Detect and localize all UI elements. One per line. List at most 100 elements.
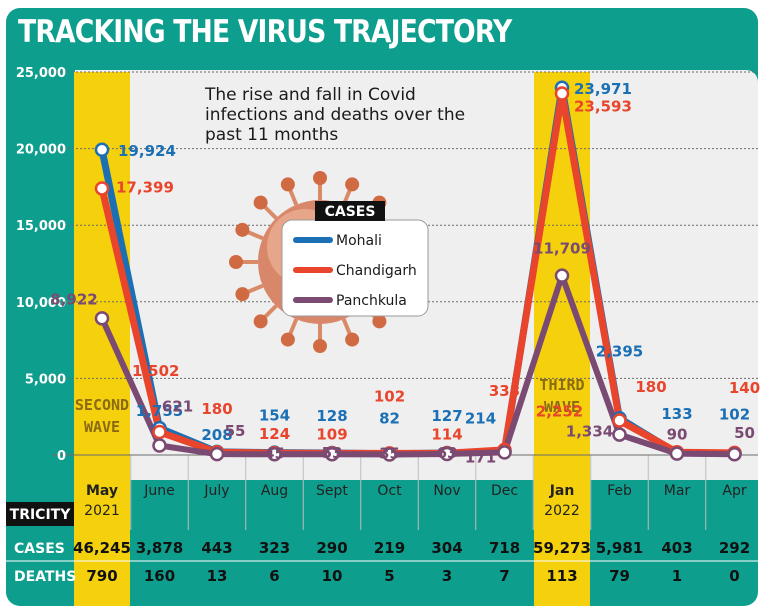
cases-value: 219 (374, 539, 405, 557)
chart-subtitle: infections and deaths over the (205, 105, 465, 125)
data-label-chandigarh: 140 (729, 379, 760, 397)
data-label-panchkula: 8,922 (50, 290, 97, 308)
data-label-mohali: 1,755 (136, 402, 183, 420)
deaths-row-overlay (76, 561, 758, 589)
deaths-value: 160 (144, 567, 175, 585)
virus-spike-tip (229, 255, 243, 269)
data-point-panchkula (669, 446, 685, 461)
data-label-panchkula: 53 (322, 444, 343, 462)
data-label-panchkula: 63 (437, 444, 458, 462)
data-label-mohali: 208 (201, 426, 232, 444)
legend-item-panchkula: Panchkula (336, 293, 407, 309)
cases-row-label: CASES (14, 541, 65, 557)
data-point-panchkula (152, 438, 167, 453)
data-label-panchkula: 45 (264, 444, 285, 462)
y-tick-label: 25,000 (16, 66, 66, 81)
legend-title-bg (315, 201, 385, 221)
deaths-value: 113 (546, 567, 577, 585)
deaths-value: 10 (322, 567, 343, 585)
x-tick-label: Apr (722, 483, 746, 499)
deaths-value: 79 (609, 567, 630, 585)
x-year-label: 2021 (84, 503, 120, 519)
data-point-panchkula (382, 447, 397, 462)
chart-subtitle: The rise and fall in Covid (204, 85, 416, 105)
x-tick-label: Mar (664, 483, 691, 499)
data-point-panchkula (439, 446, 455, 462)
virus-spike-tip (345, 332, 360, 347)
x-tick-label: Jan (549, 483, 575, 499)
y-tick-label: 0 (57, 449, 66, 464)
data-point-chandigarh (554, 86, 570, 101)
x-year-label: 2022 (544, 503, 580, 519)
x-tick-label: Oct (377, 483, 402, 499)
data-label-chandigarh: 180 (201, 400, 232, 418)
x-tick-label: Aug (261, 483, 288, 499)
data-label-chandigarh: 124 (259, 425, 290, 443)
cases-value: 290 (316, 539, 347, 557)
legend-title: CASES (325, 204, 376, 220)
x-tick-label: Nov (433, 483, 460, 499)
data-label-mohali: 82 (379, 410, 400, 428)
deaths-value: 1 (672, 567, 682, 585)
data-label-chandigarh: 2,252 (536, 402, 583, 420)
data-point-chandigarh (94, 181, 110, 196)
x-tick-label: Feb (607, 483, 632, 499)
virus-spike-tip (235, 287, 250, 302)
data-label-panchkula: 11,709 (533, 240, 591, 258)
second-wave-label: WAVE (84, 418, 120, 436)
cases-value: 718 (489, 539, 520, 557)
deaths-value: 3 (442, 567, 452, 585)
page-title: TRACKING THE VIRUS TRAJECTORY (18, 14, 512, 50)
deaths-row-label: DEATHS (14, 569, 76, 585)
cases-value: 292 (719, 539, 750, 557)
cases-value: 304 (431, 539, 462, 557)
data-label-mohali: 128 (316, 407, 347, 425)
data-point-panchkula (94, 311, 110, 326)
virus-spike-tip (280, 332, 295, 347)
data-label-panchkula: 35 (379, 444, 400, 462)
series-line-panchkula (99, 272, 735, 458)
cases-value: 443 (201, 539, 232, 557)
data-point-panchkula (727, 446, 742, 462)
data-label-mohali: 133 (661, 405, 692, 423)
third-wave-label: WAVE (544, 398, 580, 416)
second-wave-label: SECOND (75, 396, 129, 414)
cases-value: 59,273 (533, 539, 591, 557)
data-label-chandigarh: 23,593 (574, 98, 632, 116)
deaths-value: 7 (499, 567, 509, 585)
cases-row-bg (6, 533, 758, 561)
x-tick-label: June (143, 483, 175, 499)
legend-item-chandigarh: Chandigarh (336, 263, 417, 279)
chart-subtitle: past 11 months (205, 125, 338, 145)
data-label-panchkula: 55 (225, 422, 246, 440)
data-label-panchkula: 50 (734, 424, 755, 442)
data-label-mohali: 127 (431, 407, 462, 425)
data-label-chandigarh: 114 (431, 425, 462, 443)
cases-value: 46,245 (73, 539, 131, 557)
x-tick-label: Dec (491, 483, 518, 499)
legend: CASES Mohali Chandigarh Panchkula (281, 201, 429, 317)
virus-spike-tip (253, 314, 268, 329)
virus-spike-tip (313, 171, 327, 185)
data-point-mohali (94, 142, 110, 158)
data-point-panchkula (209, 446, 225, 462)
data-label-chandigarh: 102 (374, 387, 405, 405)
data-point-panchkula (324, 446, 340, 462)
data-point-chandigarh (612, 413, 627, 428)
data-point-panchkula (267, 447, 282, 462)
virus-spike-tip (372, 314, 387, 329)
y-tick-label: 20,000 (16, 143, 66, 158)
data-label-chandigarh: 180 (635, 378, 666, 396)
x-tick-label: May (86, 483, 118, 499)
data-point-panchkula (497, 445, 512, 460)
deaths-value: 790 (86, 567, 117, 585)
data-label-mohali: 2,395 (596, 342, 643, 360)
deaths-value: 6 (269, 567, 279, 585)
data-label-chandigarh: 1,502 (132, 362, 179, 380)
deaths-value: 5 (384, 567, 394, 585)
virus-spike-tip (235, 222, 250, 237)
table-header-bg (6, 502, 74, 526)
data-point-panchkula (612, 427, 627, 442)
